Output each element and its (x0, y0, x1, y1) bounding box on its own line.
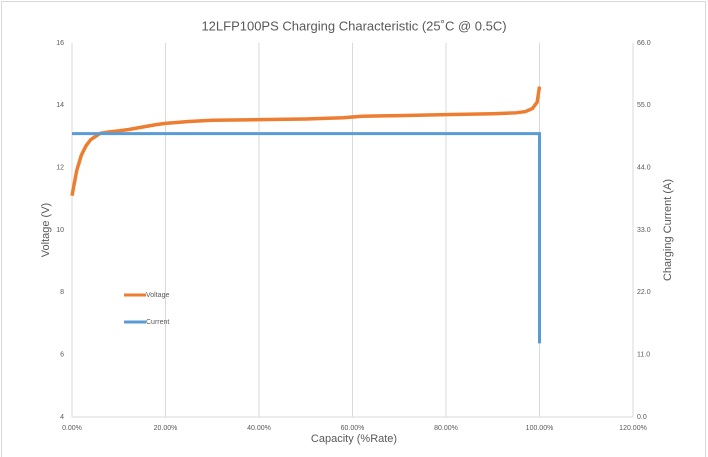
x-tick-label: 40.00% (247, 425, 271, 432)
y-tick-label: 4 (60, 414, 64, 421)
series-line (72, 132, 541, 344)
y-tick-label: 8 (60, 289, 64, 296)
y2-tick-label: 66.0 (637, 40, 651, 47)
y2-tick-label: 33.0 (637, 227, 651, 234)
legend-label: Voltage (146, 292, 169, 299)
x-tick-label: 0.00% (62, 425, 82, 432)
y-tick-label: 10 (56, 227, 64, 234)
y-tick-label: 16 (56, 40, 64, 47)
x-tick-label: 100.00% (526, 425, 554, 432)
y-axis-title: Voltage (V) (40, 203, 52, 257)
series-line (70, 86, 542, 197)
legend-label: Current (146, 319, 169, 326)
x-tick-label: 20.00% (154, 425, 178, 432)
x-tick-label: 120.00% (619, 425, 647, 432)
y-tick-label: 6 (60, 352, 64, 359)
y2-tick-label: 22.0 (637, 289, 651, 296)
y2-tick-label: 55.0 (637, 102, 651, 109)
x-tick-label: 80.00% (434, 425, 458, 432)
chart-title: 12LFP100PS Charging Characteristic (25˚C… (201, 18, 506, 33)
x-axis-title: Capacity (%Rate) (311, 433, 397, 445)
x-tick-label: 60.00% (341, 425, 365, 432)
y2-tick-label: 11.0 (637, 352, 650, 359)
y2-tick-label: 44.0 (637, 165, 651, 172)
y-tick-label: 12 (56, 165, 64, 172)
y2-tick-label: 0.0 (637, 414, 647, 421)
y2-axis-title: Charging Current (A) (662, 179, 674, 281)
y-tick-label: 14 (56, 102, 64, 109)
